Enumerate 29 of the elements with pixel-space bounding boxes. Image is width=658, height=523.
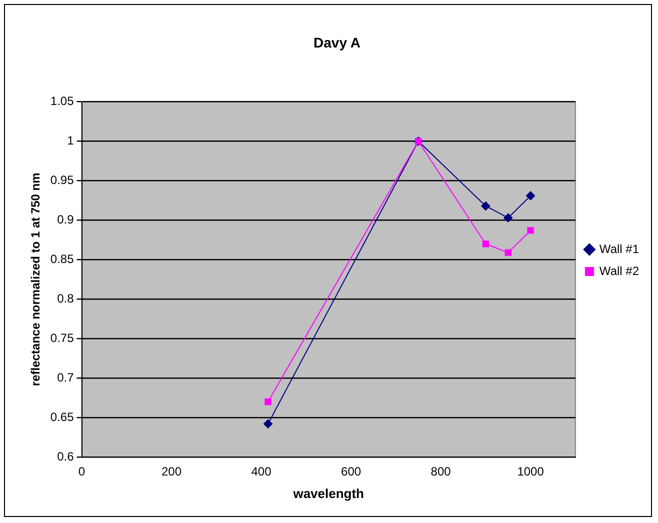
x-tick-label: 800 — [430, 464, 452, 479]
y-tick-label: 1 — [67, 134, 74, 148]
x-tick-label: 1000 — [517, 464, 544, 479]
point — [482, 240, 489, 248]
y-tick-label: 1.05 — [50, 94, 74, 108]
y-tick-label: 0.95 — [50, 173, 74, 188]
y-tick-label: 0.7 — [57, 370, 74, 384]
y-tick-label: 0.75 — [50, 330, 74, 345]
point — [504, 213, 513, 222]
x-axis-title: wavelength — [292, 486, 364, 501]
y-axis-title: reflectance normalized to 1 at 750 nm — [28, 172, 43, 386]
point — [504, 249, 512, 256]
x-tick-label: 0 — [78, 464, 86, 479]
y-tick-label: 0.8 — [57, 291, 74, 306]
y-tick-label: 0.9 — [57, 212, 74, 227]
point — [264, 419, 273, 428]
point — [526, 191, 536, 200]
y-tick-label: 0.65 — [50, 410, 74, 424]
legend-label: Wall #1 — [599, 242, 640, 256]
chart-title: Davy A — [314, 34, 360, 50]
x-tick-label: 600 — [341, 464, 362, 479]
x-tick-label: 200 — [162, 464, 182, 479]
point — [481, 201, 490, 210]
y-tick-label: 0.6 — [57, 449, 74, 464]
point — [264, 398, 272, 406]
x-tick-label: 400 — [251, 464, 272, 479]
legend-label: Wall #2 — [599, 264, 640, 278]
y-tick-label: 0.85 — [50, 252, 74, 266]
point — [527, 227, 534, 234]
